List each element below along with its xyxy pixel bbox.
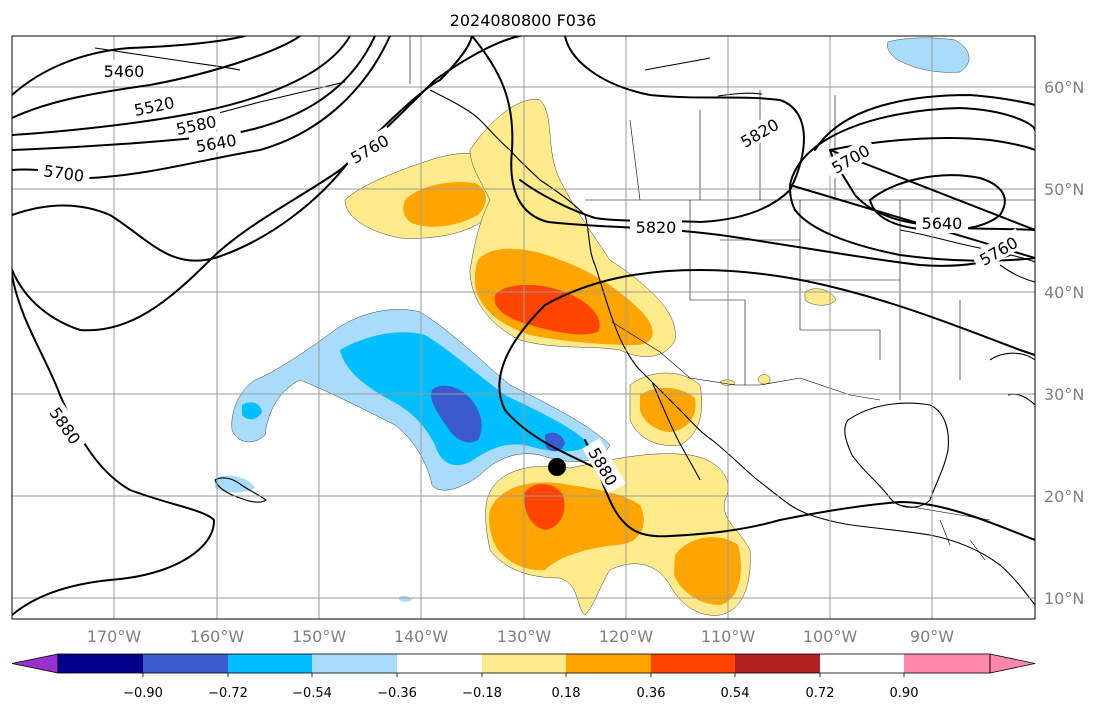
lon-label: 100°W — [803, 627, 858, 646]
colorbar: −0.90 −0.72 −0.54 −0.36 −0.18 0.18 0.36 0.54 0.7… — [11, 653, 1036, 701]
colorbar-tick-label: 0.18 — [552, 686, 581, 701]
lon-label: 130°W — [497, 627, 552, 646]
colorbar-tick-label: −0.54 — [292, 686, 332, 701]
lat-label: 40°N — [1044, 283, 1084, 302]
colorbar-segment — [735, 654, 820, 673]
contour-5880-south — [584, 439, 1035, 541]
colorbar-tick-label: −0.18 — [462, 686, 502, 701]
contour-label: 5640 — [922, 214, 963, 233]
longitude-labels: 170°W 160°W 150°W 140°W 130°W 120°W 110°… — [87, 627, 954, 646]
colorbar-segment — [228, 654, 312, 673]
lon-label: 140°W — [394, 627, 449, 646]
colorbar-tick-label: 0.72 — [806, 686, 835, 701]
contour-5460 — [12, 36, 246, 96]
lat-label: 10°N — [1044, 589, 1084, 608]
colorbar-segment — [58, 654, 143, 673]
colorbar-tick-label: 0.54 — [721, 686, 750, 701]
contour-5760 — [12, 36, 473, 262]
colorbar-extend-high — [989, 653, 1036, 674]
map-frame — [11, 35, 1036, 620]
colorbar-segment — [482, 654, 566, 673]
lon-label: 90°W — [910, 627, 954, 646]
map-area: 5460 5520 5580 5640 5700 5760 5820 5820 … — [12, 36, 1035, 619]
colorbar-tick-label: 0.36 — [637, 686, 666, 701]
contour-label: 5820 — [636, 218, 677, 237]
lat-label: 30°N — [1044, 385, 1084, 404]
colorbar-segment — [566, 654, 651, 673]
graticule — [12, 36, 1035, 619]
lat-label: 50°N — [1044, 180, 1084, 199]
colorbar-tick-label: 0.90 — [890, 686, 919, 701]
lon-label: 150°W — [292, 627, 347, 646]
colorbar-segment — [397, 654, 482, 673]
colorbar-segment — [904, 654, 990, 673]
latitude-labels: 60°N 50°N 40°N 30°N 20°N 10°N — [1044, 78, 1084, 608]
contour-low-5820 — [814, 94, 1035, 151]
colorbar-tick-label: −0.72 — [208, 686, 248, 701]
contour-5880 — [12, 269, 1035, 616]
lon-label: 170°W — [87, 627, 142, 646]
colorbar-outline — [57, 653, 991, 674]
figure-title: 2024080800 F036 — [450, 11, 597, 30]
strong-negative-anomaly-shading — [431, 385, 565, 452]
colorbar-segment — [312, 654, 397, 673]
lon-label: 110°W — [701, 627, 756, 646]
lat-label: 20°N — [1044, 487, 1084, 506]
lat-label: 60°N — [1044, 78, 1084, 97]
contour-low-5640 — [869, 174, 1006, 232]
colorbar-extend-low — [11, 653, 59, 674]
contour-label: 5460 — [104, 62, 145, 81]
contour-5820 — [12, 36, 805, 332]
lon-label: 120°W — [599, 627, 654, 646]
storm-center-marker — [548, 458, 566, 476]
colorbar-segment — [143, 654, 228, 673]
contour-5520 — [12, 36, 301, 119]
colorbar-tick-label: −0.90 — [123, 686, 163, 701]
colorbar-tick-label: −0.36 — [377, 686, 417, 701]
lon-label: 160°W — [190, 627, 245, 646]
colorbar-segment — [651, 654, 735, 673]
contour-5580 — [12, 36, 351, 136]
